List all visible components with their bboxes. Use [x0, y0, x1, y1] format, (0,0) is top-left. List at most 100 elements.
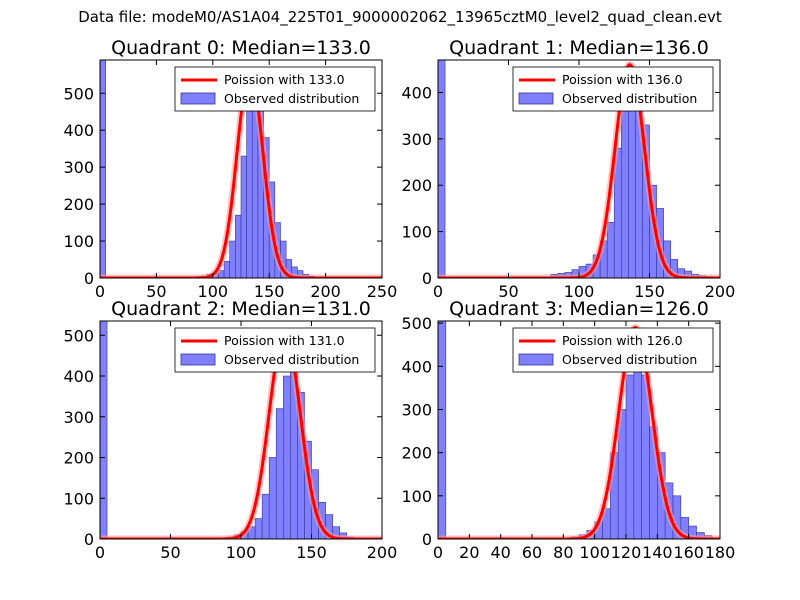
fit-curve-group: [100, 67, 382, 278]
y-tick-label: 200: [401, 444, 432, 463]
legend: Poission with 136.0 Observed distribution: [512, 66, 714, 112]
x-tick-label: 200: [367, 543, 398, 562]
x-tick-label: 50: [160, 543, 180, 562]
x-tick-label: 250: [367, 282, 398, 301]
poisson-fit-curve: [438, 325, 720, 539]
x-tick-label: 50: [146, 282, 166, 301]
histogram-bar: [100, 60, 106, 278]
legend: Poission with 131.0 Observed distribution: [174, 327, 376, 373]
figure-suptitle: Data file: modeM0/AS1A04_225T01_90000020…: [78, 8, 722, 26]
histogram-bar: [633, 357, 642, 539]
x-tick-label: 120: [611, 543, 642, 562]
legend-hist-swatch: [180, 353, 216, 366]
y-tick-label: 100: [401, 223, 432, 242]
histogram-bar: [254, 518, 263, 539]
y-tick-label: 400: [401, 357, 432, 376]
quadrant-0-plot: 0 50 100 150 200 250 0 100 200 300 400 500 Quadrant …: [63, 37, 397, 301]
histogram-bar: [282, 375, 291, 539]
x-tick-label: 0: [95, 282, 105, 301]
plot-title: Quadrant 3: Median=126.0: [449, 298, 709, 320]
histogram-bar: [100, 321, 108, 539]
quadrant-3-plot: 0 20 40 60 80 100 120 140 160 1800100200300400500…: [401, 298, 735, 562]
legend-hist-swatch: [180, 92, 216, 105]
histogram-bar: [268, 457, 277, 539]
y-tick-label: 100: [63, 489, 94, 508]
legend-hist-swatch: [518, 92, 554, 105]
y-tick-label: 300: [401, 130, 432, 149]
y-tick-label: 0: [422, 530, 432, 549]
y-tick-label: 0: [84, 530, 94, 549]
histogram-bar: [223, 261, 231, 278]
legend-fit-label: Poission with 133.0: [224, 72, 345, 87]
x-tick-label: 100: [226, 543, 257, 562]
y-tick-label: 500: [63, 84, 94, 103]
x-tick-label: 100: [579, 543, 610, 562]
x-tick-label: 80: [553, 543, 573, 562]
histogram-bar: [246, 100, 253, 278]
legend-fit-label: Poission with 126.0: [562, 333, 683, 348]
x-tick-label: 200: [310, 282, 341, 301]
legend-hist-label: Observed distribution: [562, 91, 697, 106]
y-tick-label: 400: [63, 121, 94, 140]
x-tick-label: 100: [198, 282, 229, 301]
x-tick-label: 40: [490, 543, 510, 562]
y-tick-label: 300: [63, 408, 94, 427]
x-tick-label: 180: [705, 543, 736, 562]
quadrant-2-plot: 0 50 100 150 200 0 100 200 300 400 500 Quadrant 2: …: [63, 298, 397, 562]
fit-curve-group: [438, 323, 720, 539]
histogram-bar: [606, 222, 615, 278]
histogram-bar: [261, 493, 270, 539]
x-tick-label: 0: [95, 543, 105, 562]
histogram-bar: [235, 214, 242, 278]
x-tick-label: 0: [433, 543, 443, 562]
poisson-fit-curve: [100, 69, 382, 278]
y-tick-label: 200: [63, 449, 94, 468]
y-tick-label: 200: [63, 195, 94, 214]
y-tick-label: 200: [401, 176, 432, 195]
legend-fit-label: Poission with 131.0: [224, 333, 345, 348]
legend-fit-label: Poission with 136.0: [562, 72, 683, 87]
legend-hist-swatch: [518, 353, 554, 366]
histogram-bar: [275, 408, 284, 539]
x-tick-label: 200: [705, 282, 736, 301]
y-tick-label: 500: [63, 326, 94, 345]
legend-hist-label: Observed distribution: [224, 352, 359, 367]
y-tick-label: 100: [63, 232, 94, 251]
plot-title: Quadrant 2: Median=131.0: [111, 298, 371, 320]
x-tick-label: 100: [564, 282, 595, 301]
x-tick-label: 140: [642, 543, 673, 562]
x-tick-label: 20: [459, 543, 479, 562]
y-tick-label: 300: [401, 400, 432, 419]
quadrant-1-plot: 0 50 100 150 200 0 100 200 300 400 Quadrant 1: Med…: [401, 37, 735, 301]
histogram-bar: [438, 60, 446, 278]
legend: Poission with 133.0 Observed distribution: [174, 66, 376, 112]
y-tick-label: 500: [401, 314, 432, 333]
y-tick-label: 300: [63, 158, 94, 177]
y-tick-label: 400: [63, 367, 94, 386]
x-tick-label: 150: [296, 543, 327, 562]
plot-title: Quadrant 0: Median=133.0: [111, 37, 371, 59]
y-tick-label: 0: [84, 269, 94, 288]
y-tick-label: 400: [401, 83, 432, 102]
histogram-bar: [229, 240, 236, 278]
legend-hist-label: Observed distribution: [562, 352, 697, 367]
legend-hist-label: Observed distribution: [224, 91, 359, 106]
histogram-bar: [240, 155, 247, 278]
histogram-bar: [438, 321, 447, 539]
axes-frame: [99, 59, 383, 279]
x-tick-label: 150: [634, 282, 665, 301]
histogram-bar: [620, 101, 629, 278]
x-tick-label: 150: [254, 282, 285, 301]
histogram-bar: [625, 374, 635, 539]
x-tick-label: 50: [498, 282, 518, 301]
y-tick-label: 0: [422, 269, 432, 288]
axes-frame: [437, 320, 721, 540]
y-tick-label: 100: [401, 487, 432, 506]
plot-title: Quadrant 1: Median=136.0: [449, 37, 709, 59]
x-tick-label: 60: [522, 543, 542, 562]
legend: Poission with 126.0 Observed distribution: [512, 327, 714, 373]
histogram-bars: [438, 60, 714, 278]
x-tick-label: 0: [433, 282, 443, 301]
x-tick-label: 160: [673, 543, 704, 562]
